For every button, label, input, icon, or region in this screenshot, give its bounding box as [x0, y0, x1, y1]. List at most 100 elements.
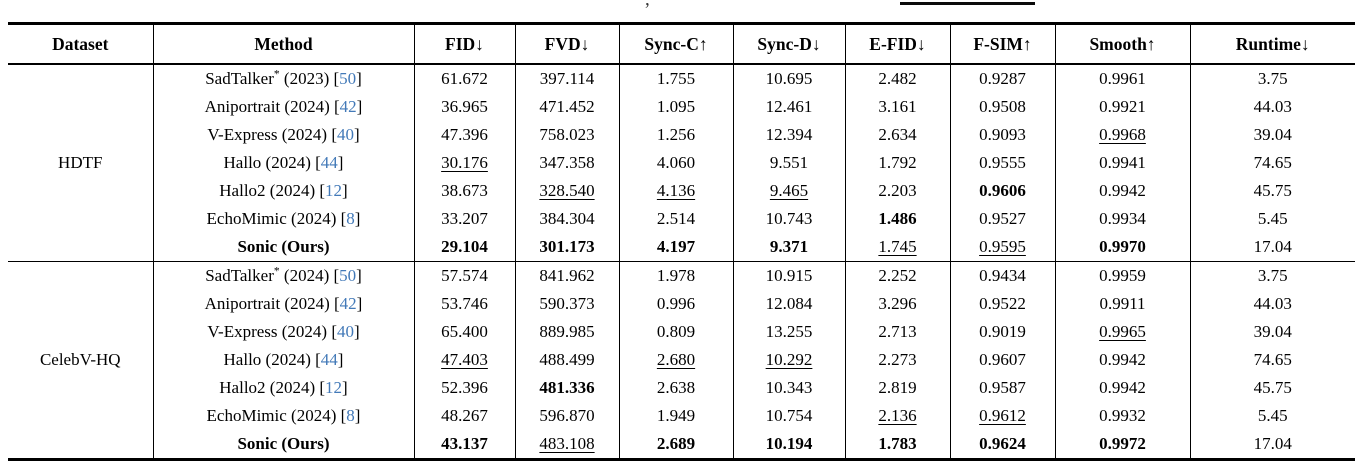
metric-cell: 39.04: [1189, 318, 1355, 346]
metric-value: 0.9612: [979, 406, 1026, 425]
metric-cell: 0.9595: [949, 233, 1055, 262]
metric-value: 2.136: [878, 406, 917, 425]
method-cell: Hallo (2024) [44]: [152, 346, 414, 374]
metric-cell: 10.343: [732, 374, 845, 402]
method-name-text: V-Express (2024) [: [207, 125, 337, 144]
metric-cell: 17.04: [1189, 233, 1355, 262]
metric-value: 488.499: [539, 350, 595, 369]
method-cell: V-Express (2024) [40]: [152, 318, 414, 346]
metric-cell: 0.9434: [949, 261, 1055, 290]
citation-link[interactable]: 12: [325, 378, 343, 397]
metric-value: 17.04: [1253, 237, 1292, 256]
method-name-text: Hallo2 (2024) [: [219, 181, 326, 200]
metric-cell: 0.9911: [1054, 290, 1190, 318]
metric-cell: 0.9921: [1054, 93, 1190, 121]
metric-cell: 10.754: [732, 402, 845, 430]
metric-cell: 9.551: [732, 149, 845, 177]
metric-cell: 1.792: [844, 149, 950, 177]
metric-cell: 0.809: [618, 318, 733, 346]
citation-link[interactable]: 40: [337, 125, 354, 144]
metric-cell: 2.514: [618, 205, 733, 233]
metric-cell: 0.996: [618, 290, 733, 318]
metric-value: 39.04: [1253, 125, 1292, 144]
metric-cell: 0.9968: [1054, 121, 1190, 149]
metric-value: 12.394: [765, 125, 813, 144]
metric-cell: 2.273: [844, 346, 950, 374]
metric-value: 0.9587: [979, 378, 1026, 397]
metric-cell: 10.743: [732, 205, 845, 233]
metric-value: 29.104: [441, 237, 488, 256]
method-cell: Sonic (Ours): [152, 430, 414, 460]
metric-value: 61.672: [441, 69, 488, 88]
method-name-text: ]: [337, 153, 344, 172]
citation-link[interactable]: 8: [346, 209, 355, 228]
metric-value: 0.9508: [979, 97, 1026, 116]
citation-link[interactable]: 44: [320, 153, 338, 172]
citation-link[interactable]: 44: [320, 350, 338, 369]
metric-value: 43.137: [441, 434, 488, 453]
metric-cell: 1.949: [618, 402, 733, 430]
metric-value: 0.9921: [1099, 97, 1146, 116]
citation-link[interactable]: 50: [339, 266, 357, 285]
method-name-text: EchoMimic (2024) [: [206, 209, 347, 228]
metric-value: 0.9595: [979, 237, 1026, 256]
metric-value: 0.9942: [1099, 181, 1146, 200]
method-cell: Hallo (2024) [44]: [152, 149, 414, 177]
metric-value: 596.870: [539, 406, 595, 425]
method-name-text: ]: [356, 69, 362, 88]
table-row: EchoMimic (2024) [8] 48.267 596.870 1.949 10…: [8, 402, 1355, 430]
metric-value: 0.9624: [979, 434, 1026, 453]
metric-cell: 36.965: [413, 93, 515, 121]
method-cell: Aniportrait (2024) [42]: [152, 93, 414, 121]
table-row: V-Express (2024) [40] 65.400 889.985 0.809 1…: [8, 318, 1355, 346]
metric-cell: 1.978: [618, 261, 733, 290]
method-cell: V-Express (2024) [40]: [152, 121, 414, 149]
metric-value: 45.75: [1253, 181, 1292, 200]
metric-value: 36.965: [441, 97, 488, 116]
metric-value: 841.962: [539, 266, 595, 285]
metric-cell: 397.114: [514, 64, 619, 93]
metric-cell: 0.9959: [1054, 261, 1190, 290]
metric-cell: 9.371: [732, 233, 845, 262]
header-cell-runtime: Runtime↓: [1189, 23, 1355, 64]
metric-cell: 39.04: [1189, 121, 1355, 149]
metric-value: 2.689: [656, 434, 696, 453]
metric-value: 44.03: [1253, 97, 1292, 116]
metric-value: 0.9965: [1099, 322, 1146, 341]
metric-cell: 3.161: [844, 93, 950, 121]
metric-cell: 2.689: [618, 430, 733, 460]
metric-cell: 10.695: [732, 64, 845, 93]
metric-value: 1.095: [656, 97, 696, 116]
dataset-cell: HDTF: [58, 153, 103, 172]
table-row: HDTF SadTalker* (2023) [50] 61.672 397.114 1…: [8, 64, 1355, 172]
metric-value: 9.551: [769, 153, 809, 172]
cropped-caption-fragment: ,: [645, 0, 650, 11]
citation-link[interactable]: 50: [339, 69, 357, 88]
citation-link[interactable]: 40: [337, 322, 354, 341]
metric-value: 4.197: [656, 237, 696, 256]
method-cell: SadTalker* (2024) [50]: [152, 261, 414, 290]
metric-cell: 0.9287: [949, 64, 1055, 93]
metric-value: 12.084: [765, 294, 813, 313]
metric-value: 0.9941: [1099, 153, 1146, 172]
metric-value: 2.273: [878, 350, 917, 369]
citation-link[interactable]: 42: [339, 294, 357, 313]
table-row: V-Express (2024) [40] 47.396 758.023 1.256 1…: [8, 121, 1355, 149]
citation-link[interactable]: 8: [346, 406, 355, 425]
metric-value: 0.9555: [979, 153, 1026, 172]
metric-cell: 2.203: [844, 177, 950, 205]
citation-link[interactable]: 42: [339, 97, 357, 116]
method-name-text: ]: [356, 97, 363, 116]
method-name-text: ]: [354, 406, 361, 425]
citation-link[interactable]: 12: [325, 181, 343, 200]
dataset-group-hdtf: HDTF SadTalker* (2023) [50] 61.672 397.114 1…: [8, 64, 1355, 262]
metric-value: 1.755: [656, 69, 696, 88]
method-name-text: SadTalker: [205, 69, 274, 88]
method-cell: EchoMimic (2024) [8]: [152, 205, 414, 233]
metric-cell: 0.9624: [949, 430, 1055, 460]
metric-value: 9.371: [769, 237, 809, 256]
metric-value: 397.114: [539, 69, 595, 88]
metric-value: 38.673: [441, 181, 488, 200]
metric-cell: 0.9587: [949, 374, 1055, 402]
